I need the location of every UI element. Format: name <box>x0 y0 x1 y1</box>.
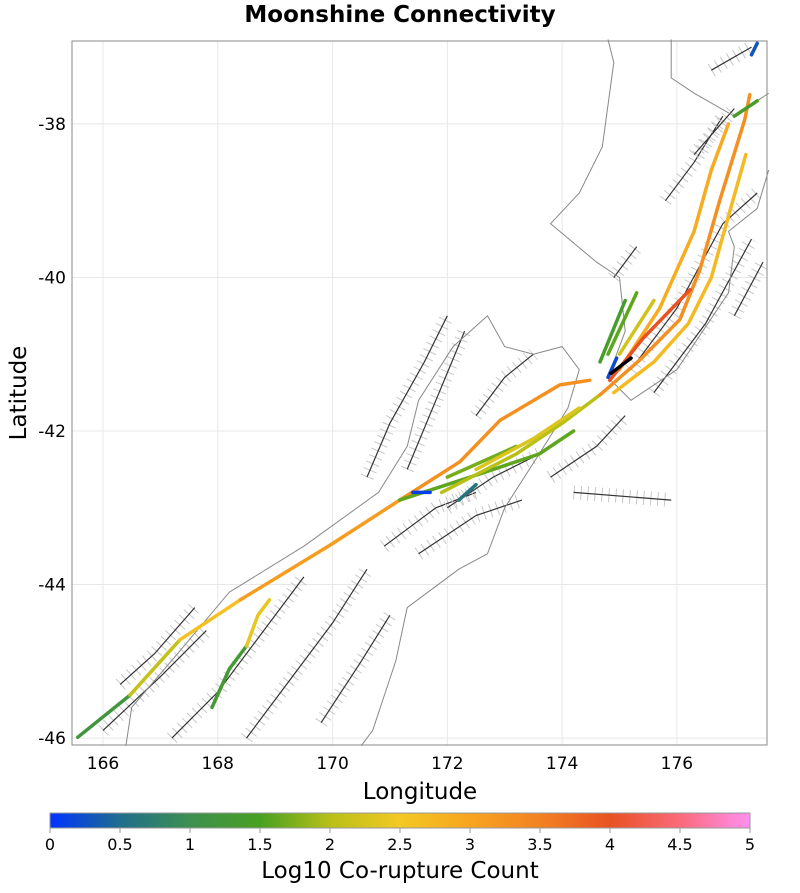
coastline-segment <box>125 315 580 747</box>
rupture-trace <box>609 356 633 376</box>
x-tick-label: 174 <box>546 754 578 774</box>
colorbar-tick-label: 2 <box>325 835 335 854</box>
rupture-trace <box>732 99 759 118</box>
y-tick-label: -38 <box>38 115 66 135</box>
y-axis-label: Latitude <box>6 346 32 441</box>
colorbar-tick-label: 4.5 <box>667 835 692 854</box>
fault-trace <box>246 568 368 739</box>
fault-trace <box>475 353 534 416</box>
colorbar-ticks: 0 0.5 1 1.5 2 2.5 3 3.5 4 4.5 5 <box>45 828 755 854</box>
x-tick-label: 176 <box>661 754 693 774</box>
colorbar-tick-label: 4 <box>605 835 615 854</box>
fault-trace <box>550 415 626 478</box>
fault-trace <box>171 576 305 739</box>
fault-trace <box>711 46 752 71</box>
rupture-trace <box>749 41 759 57</box>
rupture-trace <box>210 644 249 710</box>
x-tick-label: 166 <box>87 754 119 774</box>
colorbar-tick-label: 3 <box>465 835 475 854</box>
y-tick-label: -40 <box>38 268 66 288</box>
fault-trace <box>664 115 724 202</box>
y-ticks: -38 -40 -42 -44 -46 <box>38 115 66 749</box>
rupture-trace <box>612 152 748 395</box>
y-tick-label: -44 <box>38 576 66 596</box>
fault-trace <box>613 246 638 278</box>
rupture-trace <box>178 598 242 642</box>
fault-trace <box>102 630 207 731</box>
chart-title: Moonshine Connectivity <box>244 2 556 28</box>
colorbar-tick-label: 5 <box>745 835 755 854</box>
colorbar-tick-label: 2.5 <box>387 835 412 854</box>
rupture-trace <box>457 482 478 502</box>
background-faults <box>98 41 770 744</box>
rupture-trace <box>238 498 402 602</box>
fault-trace <box>693 108 735 155</box>
x-tick-label: 168 <box>202 754 234 774</box>
rupture-trace <box>606 291 639 356</box>
rupture-trace <box>128 638 182 697</box>
rupture-trace <box>598 92 752 397</box>
grid <box>72 41 767 745</box>
rupture-trace <box>617 298 656 356</box>
x-ticks: 166 168 170 172 174 176 <box>87 754 693 774</box>
colorbar-tick-label: 1.5 <box>247 835 272 854</box>
colorbar-label: Log10 Co-rupture Count <box>261 858 538 884</box>
fault-trace <box>320 614 391 724</box>
fault-trace <box>653 238 753 393</box>
fault-trace <box>366 315 448 478</box>
fault-surface-hatch <box>414 493 525 560</box>
x-tick-label: 170 <box>316 754 348 774</box>
rupture-trace <box>439 393 602 495</box>
rupture-trace <box>397 429 576 502</box>
x-tick-label: 172 <box>431 754 463 774</box>
colorbar <box>49 812 751 829</box>
y-tick-label: -46 <box>38 729 66 749</box>
plot-frame <box>71 40 768 746</box>
colorbar-tick-label: 0 <box>45 835 55 854</box>
colorbar-tick-label: 0.5 <box>107 835 132 854</box>
fault-trace <box>406 330 466 470</box>
fault-surface-hatch <box>240 565 373 743</box>
coastline-segment <box>607 169 770 401</box>
rupture-trace <box>445 444 518 479</box>
x-axis-label: Longitude <box>363 779 477 805</box>
colorbar-tick-label: 1 <box>185 835 195 854</box>
colorbar-tick-label: 3.5 <box>527 835 552 854</box>
rupture-trace <box>397 378 592 502</box>
fault-trace <box>733 261 764 317</box>
rupture-trace <box>75 693 132 740</box>
fault-trace <box>418 499 523 555</box>
coastline <box>125 39 770 747</box>
rupture-traces <box>75 41 759 740</box>
y-tick-label: -42 <box>38 422 66 442</box>
fault-trace <box>573 491 672 501</box>
fault-trace <box>119 607 196 685</box>
rupture-trace <box>617 122 731 372</box>
rupture-trace <box>598 298 627 364</box>
rupture-trace <box>474 406 582 472</box>
rupture-trace <box>244 598 272 648</box>
coastline-segment <box>549 39 626 378</box>
